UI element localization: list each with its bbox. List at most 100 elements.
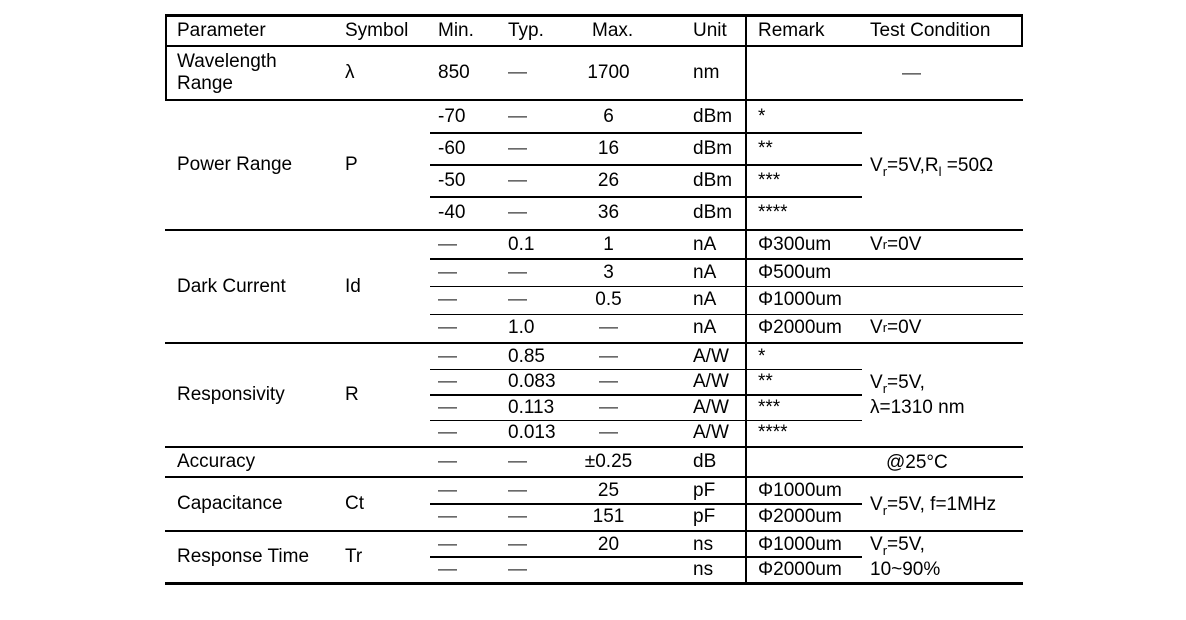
test-condition-line: Vr=5V,Rl =50Ω — [870, 154, 994, 179]
max-cell: 16 — [597, 138, 620, 160]
test-condition-cell — [862, 259, 1023, 287]
symbol-cell: Id — [345, 275, 361, 297]
unit-cell: A/W — [693, 371, 729, 393]
remark-cell: *** — [758, 170, 781, 192]
min-cell: — — [438, 533, 457, 555]
test-condition-cell: Vr=5V, 10~90% — [862, 532, 1023, 582]
remark-cell: **** — [758, 202, 788, 224]
unit-cell: nm — [693, 62, 720, 84]
param-group: Capacitance Ct — — 25 pF Φ1000um — — 151 pF Φ2000um… — [165, 476, 1023, 530]
header-cell-symbol: Symbol — [345, 20, 409, 42]
min-cell: — — [438, 396, 457, 418]
typ-cell: 1.0 — [508, 317, 535, 339]
unit-cell: pF — [693, 480, 716, 502]
test-condition-line: λ=1310 nm — [870, 397, 965, 418]
symbol-cell: Tr — [345, 546, 363, 568]
max-cell: 6 — [603, 106, 614, 128]
min-cell: — — [438, 317, 457, 339]
min-cell: — — [438, 506, 457, 528]
test-condition-line: Vr=5V, f=1MHz — [870, 493, 997, 518]
table-right-border — [1021, 17, 1023, 45]
symbol-cell — [340, 448, 430, 476]
max-cell: 1700 — [587, 62, 630, 84]
typ-cell: — — [508, 480, 527, 502]
max-cell: 0.5 — [595, 289, 622, 311]
min-cell: — — [438, 451, 457, 473]
parameter-cell: Dark Current — [177, 275, 286, 297]
max-cell: 1 — [603, 233, 614, 255]
remark-cell: *** — [758, 396, 781, 418]
remark-cell: ** — [758, 138, 773, 160]
subrow-separator — [430, 313, 1023, 315]
remark-cell: * — [758, 345, 766, 367]
min-cell: -70 — [438, 106, 466, 128]
typ-cell: — — [508, 170, 527, 192]
param-group: Wavelength Range λ 850 — 1700 nm — — [165, 47, 1023, 99]
param-group: Accuracy — — ±0.25 dB @25°C — [165, 446, 1023, 476]
spec-table: Parameter Symbol Min. Typ. Max. Unit Remark Tes… — [165, 14, 1023, 585]
remark-cell: Φ1000um — [758, 533, 842, 555]
typ-cell: 0.083 — [508, 371, 556, 393]
subrow-separator — [430, 196, 862, 198]
unit-cell: dBm — [693, 106, 733, 128]
typ-cell: — — [508, 202, 527, 224]
min-cell: — — [438, 558, 457, 580]
remark-cell: **** — [758, 422, 788, 444]
typ-cell: 0.013 — [508, 422, 556, 444]
max-cell: 151 — [592, 506, 625, 528]
header-cell-min: Min. — [438, 20, 474, 42]
typ-cell: — — [508, 533, 527, 555]
test-condition-cell: Vr=5V,Rl =50Ω — [862, 101, 1023, 229]
max-cell: — — [599, 317, 618, 339]
remark-cell: Φ500um — [758, 261, 832, 283]
unit-remark-divider — [745, 17, 747, 582]
unit-cell: dB — [693, 451, 717, 473]
remark-cell: Φ2000um — [758, 317, 842, 339]
table-body: Wavelength Range λ 850—1700 nm — Power Range P… — [165, 47, 1023, 582]
typ-cell: 0.113 — [508, 396, 555, 418]
test-condition-line: — — [902, 62, 921, 84]
unit-cell: dBm — [693, 202, 733, 224]
subrow-separator — [430, 503, 862, 505]
min-cell: — — [438, 345, 457, 367]
subrow-separator — [430, 419, 862, 422]
parameter-cell: Responsivity — [177, 384, 285, 406]
parameter-cell: Accuracy — [177, 451, 256, 473]
table-left-border — [165, 17, 167, 100]
unit-cell: ns — [693, 558, 714, 580]
max-cell: — — [599, 396, 618, 418]
unit-cell: pF — [693, 506, 716, 528]
min-cell: — — [438, 371, 457, 393]
param-group: Power Range P -70 — 6 dBm * -60 — 16 dBm ** -50 — 26 dB… — [165, 99, 1023, 229]
max-cell: — — [599, 422, 618, 444]
remark-cell: Φ2000um — [758, 506, 842, 528]
min-cell: -50 — [438, 170, 466, 192]
typ-cell: — — [508, 106, 527, 128]
subrow-separator — [430, 164, 862, 166]
remark-cell — [745, 448, 862, 476]
unit-cell: nA — [693, 317, 717, 339]
max-cell: 25 — [597, 480, 620, 502]
min-cell: 850 — [438, 62, 470, 84]
min-cell: — — [438, 422, 457, 444]
parameter-cell: Wavelength Range — [177, 51, 277, 94]
test-condition-cell: Vr=5V, f=1MHz — [862, 478, 1023, 530]
max-cell: — — [599, 371, 618, 393]
remark-cell: * — [758, 106, 766, 128]
param-group: Response Time Tr — — 20 ns Φ1000um — — ns Φ2000um V… — [165, 530, 1023, 582]
min-cell: — — [438, 480, 457, 502]
min-cell: -40 — [438, 202, 466, 224]
unit-cell: nA — [693, 261, 717, 283]
remark-cell: ** — [758, 371, 773, 393]
test-condition-line: Vr=5V, — [870, 372, 925, 396]
test-condition-line: @25°C — [886, 451, 948, 473]
typ-cell: 0.85 — [508, 345, 545, 367]
max-cell: — — [599, 345, 618, 367]
parameter-cell: Response Time — [177, 546, 310, 568]
symbol-cell: R — [345, 384, 359, 406]
header-cell-parameter: Parameter — [177, 20, 266, 42]
typ-cell: — — [508, 62, 527, 84]
typ-cell: — — [508, 138, 527, 160]
